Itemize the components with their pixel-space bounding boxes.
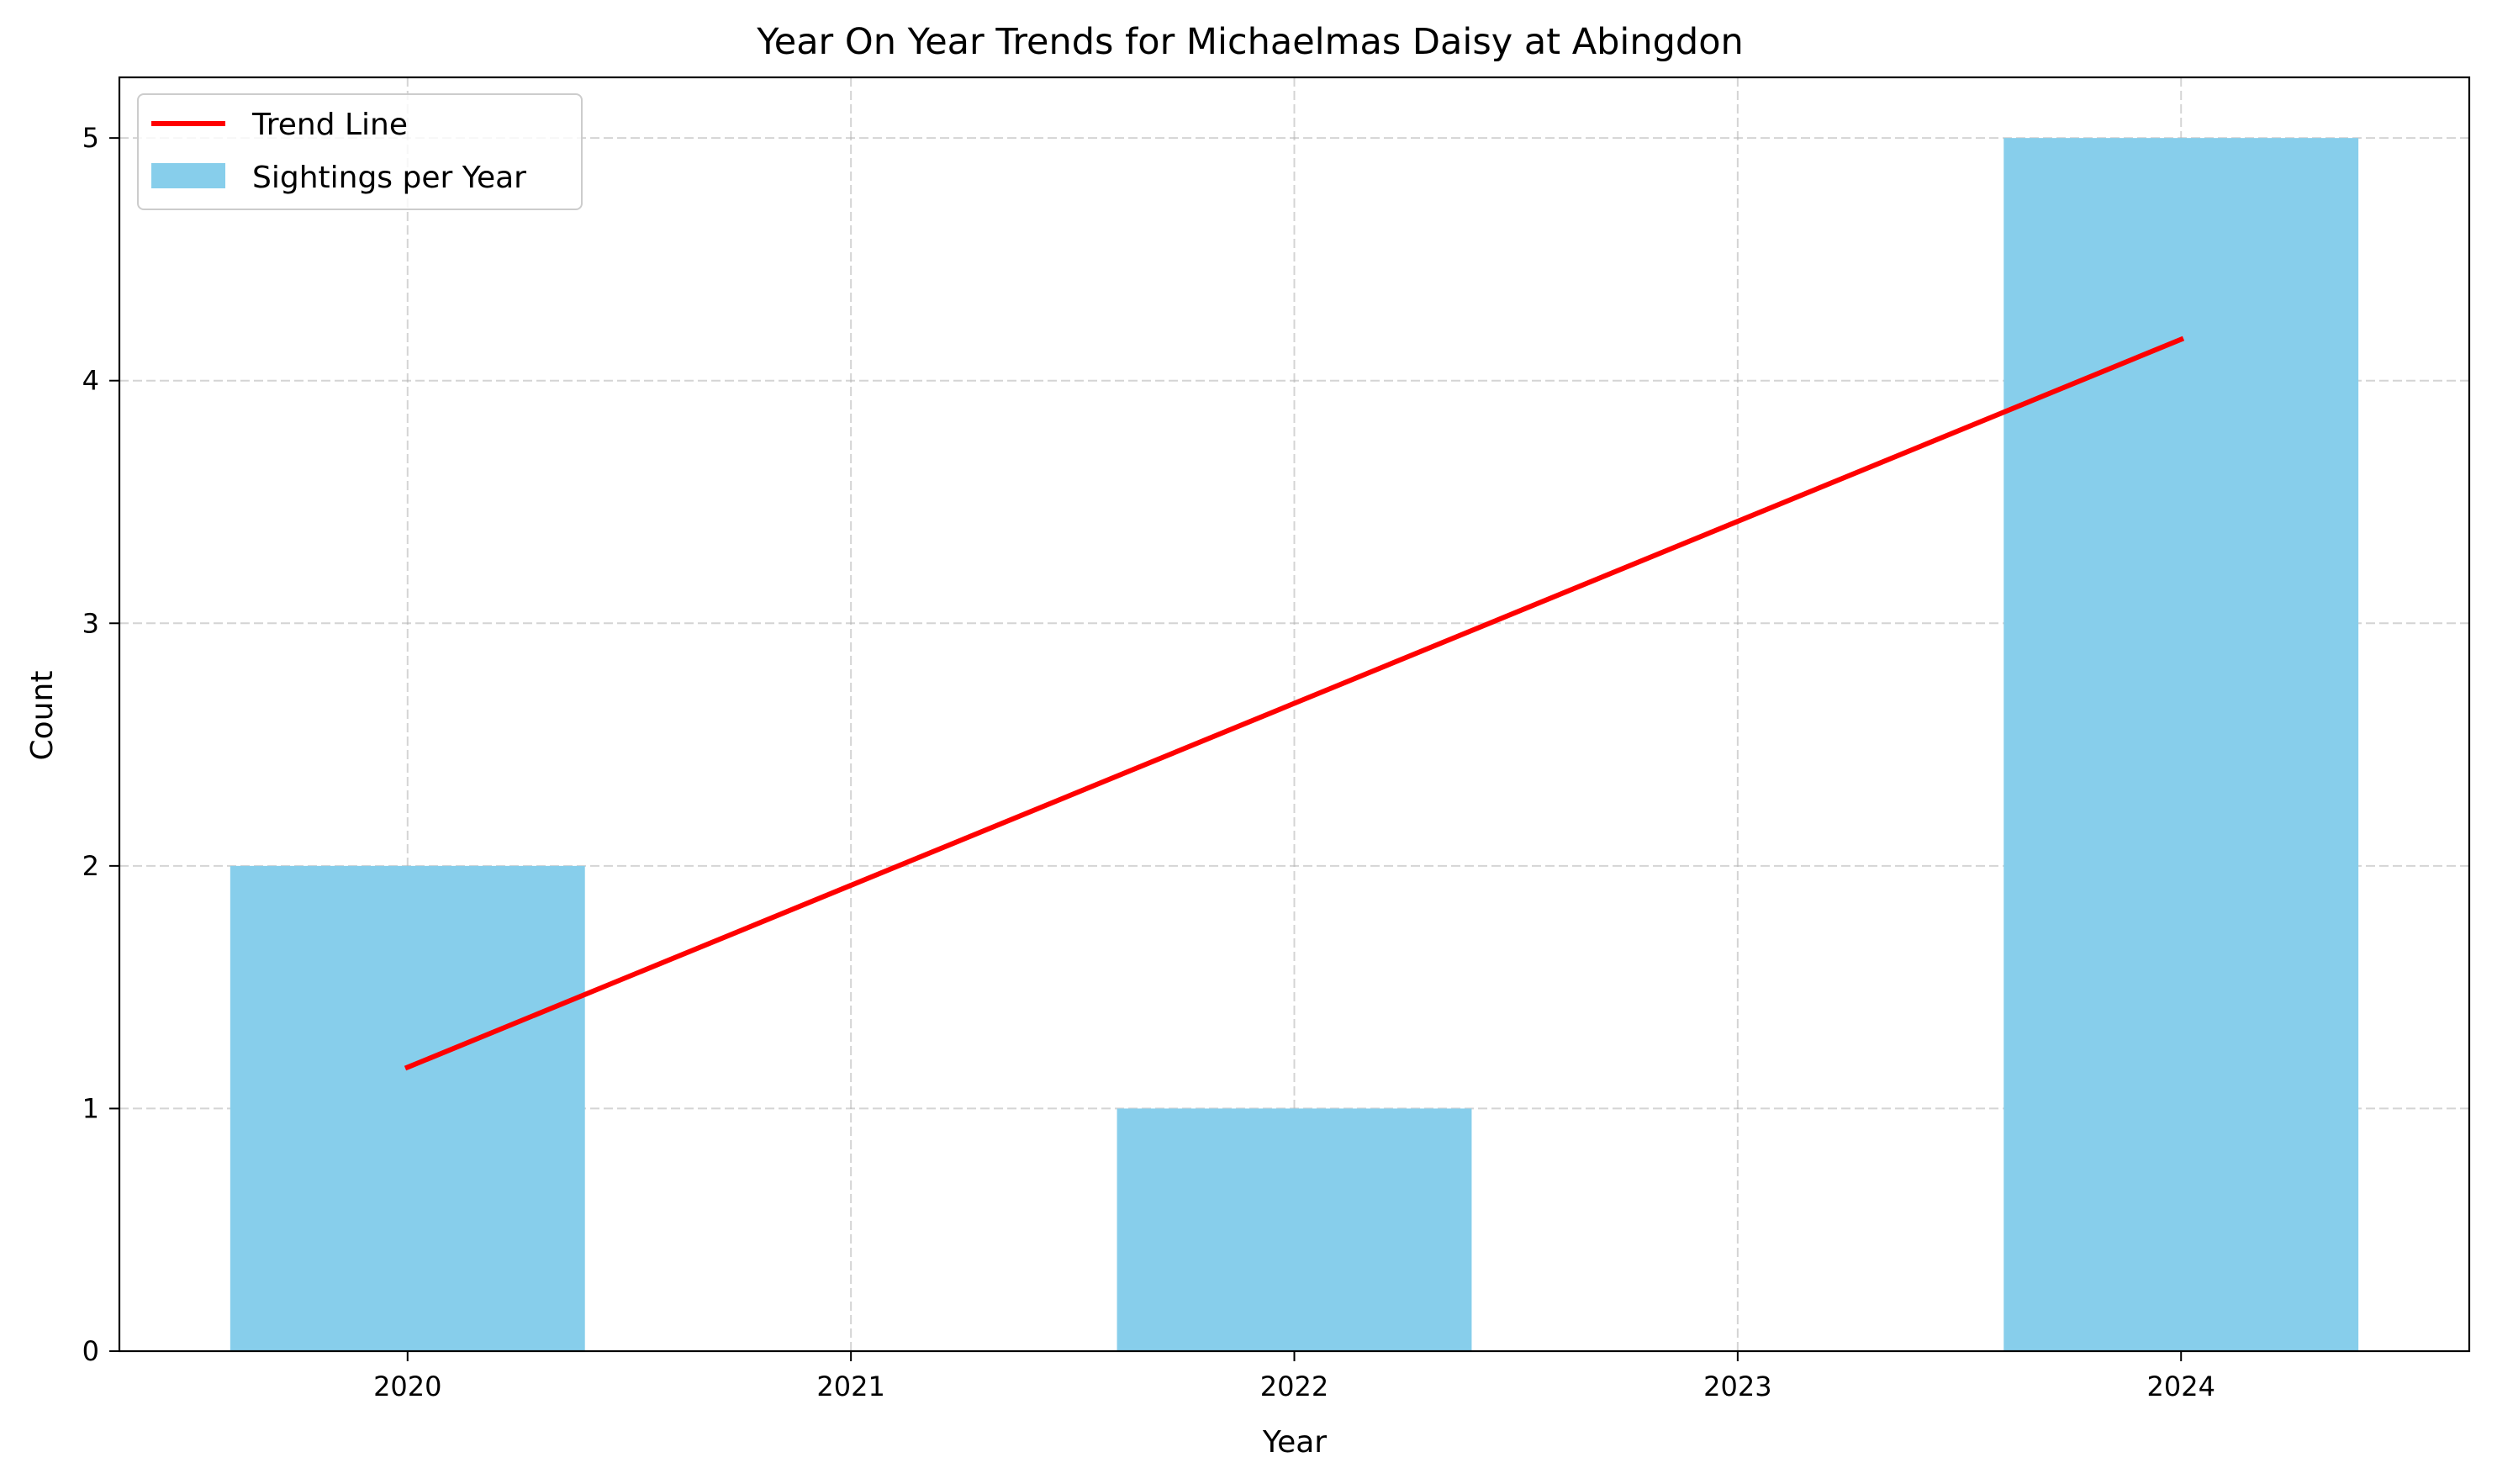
bar-2020 (230, 865, 585, 1351)
x-axis-label: Year (1262, 1425, 1327, 1460)
trend-line-group (404, 335, 2185, 1071)
legend-trend-line-label: Trend Line (251, 108, 408, 142)
y-axis-label: Count (25, 671, 60, 761)
trend-line (404, 335, 2185, 1071)
x-tick-label: 2023 (1703, 1370, 1771, 1402)
y-tick-label: 5 (82, 122, 99, 154)
y-tick-label: 3 (82, 607, 99, 639)
x-axis-ticks: 2020 2021 2022 2023 2024 (373, 1351, 2215, 1402)
legend-sightings-swatch (151, 163, 225, 188)
x-tick-label: 2021 (816, 1370, 884, 1402)
y-axis-ticks: 0 1 2 3 4 5 (82, 122, 119, 1367)
legend: Trend Line Sightings per Year (137, 93, 583, 210)
y-tick-label: 4 (82, 365, 99, 397)
legend-sightings-label: Sightings per Year (252, 161, 526, 195)
bars (230, 138, 2359, 1352)
legend-box (137, 93, 583, 210)
x-tick-label: 2022 (1260, 1370, 1328, 1402)
x-tick-label: 2024 (2146, 1370, 2215, 1402)
chart-title: Year On Year Trends for Michaelmas Daisy… (756, 21, 1744, 63)
bar-2022 (1117, 1108, 1472, 1351)
x-tick-label: 2020 (373, 1370, 441, 1402)
y-tick-label: 1 (82, 1092, 99, 1124)
bar-2024 (2003, 138, 2359, 1352)
y-tick-label: 0 (82, 1335, 99, 1367)
y-tick-label: 2 (82, 850, 99, 882)
